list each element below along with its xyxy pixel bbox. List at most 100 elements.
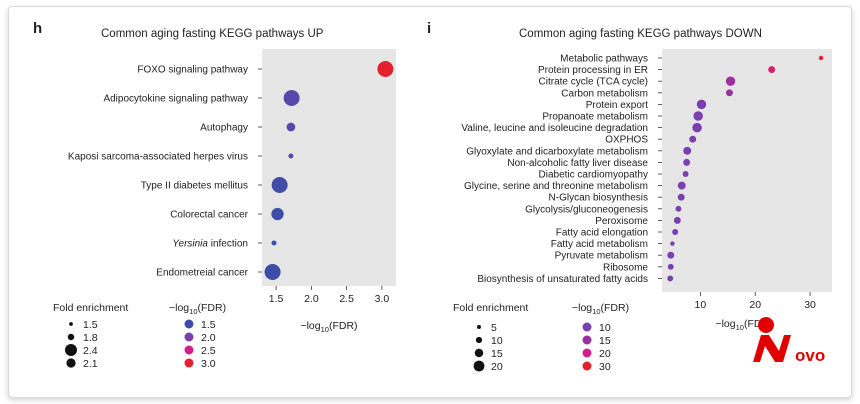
logo-dot xyxy=(758,317,774,333)
panel-letter-h: h xyxy=(33,20,42,37)
color-legend-label: 30 xyxy=(599,361,611,373)
pathway-label: Carbon metabolism xyxy=(561,88,648,99)
pathway-label: Ribosome xyxy=(603,262,648,273)
panel-letter-i: i xyxy=(427,20,431,37)
pathway-label: Peroxisome xyxy=(595,216,648,227)
data-point xyxy=(683,158,691,166)
panel-i-size-legend-title: Fold enrichment xyxy=(453,302,528,314)
logo-text: ovo xyxy=(795,346,825,365)
size-legend-dot xyxy=(66,358,76,368)
color-legend-dot xyxy=(582,322,592,332)
data-point xyxy=(271,240,277,246)
data-point xyxy=(264,264,281,280)
color-legend-label: 1.5 xyxy=(201,319,216,331)
data-point xyxy=(673,216,681,224)
color-legend-dot xyxy=(582,335,592,345)
size-legend-dot xyxy=(67,333,75,341)
pathway-label: Diabetic cardiomyopathy xyxy=(539,170,649,181)
x-tick-label: 30 xyxy=(804,299,816,311)
size-legend-label: 10 xyxy=(491,335,503,347)
color-legend-dot xyxy=(582,348,592,358)
panel-i-plot-area xyxy=(662,49,832,292)
data-point xyxy=(670,241,675,246)
data-point xyxy=(377,61,394,77)
figure-canvas: h Common aging fasting KEGG pathways UP … xyxy=(33,20,832,373)
data-point xyxy=(725,76,736,86)
figure-frame: h Common aging fasting KEGG pathways UP … xyxy=(8,6,852,398)
size-legend-label: 15 xyxy=(491,348,503,360)
color-legend-label: 15 xyxy=(599,335,611,347)
panel-h-title: Common aging fasting KEGG pathways UP xyxy=(101,28,324,40)
x-tick-label: 3.0 xyxy=(375,293,390,305)
data-point xyxy=(725,89,733,97)
size-legend-label: 2.1 xyxy=(83,358,98,370)
size-legend-dot xyxy=(65,344,77,356)
panel-i: i Common aging fasting KEGG pathways DOW… xyxy=(427,20,832,373)
pathway-label: Type II diabetes mellitus xyxy=(141,181,248,192)
panel-i-title: Common aging fasting KEGG pathways DOWN xyxy=(519,28,762,40)
data-point xyxy=(818,55,824,61)
color-legend-label: 2.5 xyxy=(201,345,216,357)
pathway-label: N-Glycan biosynthesis xyxy=(549,193,648,204)
data-point xyxy=(667,263,674,270)
color-legend-dot xyxy=(184,332,194,342)
pathway-label: Kaposi sarcoma-associated herpes virus xyxy=(68,152,248,163)
data-point xyxy=(286,122,296,132)
data-point xyxy=(667,275,674,282)
size-legend-label: 1.8 xyxy=(83,332,98,344)
pathway-label: Adipocytokine signaling pathway xyxy=(103,94,248,105)
data-point xyxy=(683,146,692,155)
logo-n-mark xyxy=(753,335,791,362)
panel-h-x-axis-label: −log10(FDR) xyxy=(300,320,357,334)
size-legend-label: 1.5 xyxy=(83,319,98,331)
pathway-label: Metabolic pathways xyxy=(560,54,648,65)
data-point xyxy=(692,122,702,133)
data-point xyxy=(288,153,294,159)
pathway-label: Valine, leucine and isoleucine degradati… xyxy=(461,123,648,134)
data-point xyxy=(693,111,703,121)
panel-i-color-legend-title: −log10(FDR) xyxy=(572,302,629,316)
data-point xyxy=(675,205,682,212)
pathway-label: OXPHOS xyxy=(605,135,648,146)
x-tick-label: 2.0 xyxy=(304,293,319,305)
size-legend-dot xyxy=(473,360,485,372)
color-legend-label: 20 xyxy=(599,348,611,360)
pathway-label: Protein export xyxy=(586,100,648,111)
data-point xyxy=(682,171,689,177)
size-legend-dot xyxy=(475,336,483,344)
x-tick-label: 1.5 xyxy=(269,293,284,305)
pathway-label: Colorectal cancer xyxy=(170,210,248,221)
color-legend-dot xyxy=(184,358,194,368)
data-point xyxy=(677,193,685,201)
panel-h: h Common aging fasting KEGG pathways UP … xyxy=(33,20,396,370)
color-legend-label: 2.0 xyxy=(201,332,216,344)
pathway-label: Biosynthesis of unsaturated fatty acids xyxy=(477,274,648,285)
pathway-label: Pyruvate metabolism xyxy=(555,251,648,262)
data-point xyxy=(768,66,776,74)
pathway-label: Propanoate metabolism xyxy=(542,112,648,123)
pathway-label: Endometreial cancer xyxy=(156,268,248,279)
x-tick-label: 2.5 xyxy=(339,293,354,305)
size-legend-dot xyxy=(477,325,481,329)
x-tick-label: 20 xyxy=(749,299,761,311)
pathway-label: Autophagy xyxy=(200,123,248,134)
pathway-label: FOXO signaling pathway xyxy=(137,65,248,76)
panel-h-size-legend-title: Fold enrichment xyxy=(53,302,128,314)
pathway-label: Glyoxylate and dicarboxylate metabolism xyxy=(466,146,648,157)
pathway-label: Fatty acid metabolism xyxy=(551,239,648,250)
size-legend-label: 20 xyxy=(491,361,503,373)
color-legend-dot xyxy=(184,319,194,329)
pathway-label: Fatty acid elongation xyxy=(556,228,648,239)
data-point xyxy=(271,177,288,193)
size-legend-dot xyxy=(474,348,484,358)
color-legend-dot xyxy=(184,345,194,355)
pathway-label: Glycolysis/gluconeogenesis xyxy=(525,204,648,215)
pathway-label: Citrate cycle (TCA cycle) xyxy=(539,77,648,88)
size-legend-label: 5 xyxy=(491,322,497,334)
color-legend-label: 3.0 xyxy=(201,358,216,370)
pathway-label: Yersinia infection xyxy=(172,239,248,250)
pathway-label: Protein processing in ER xyxy=(538,65,648,76)
data-point xyxy=(283,90,300,106)
panel-h-color-legend-title: −log10(FDR) xyxy=(169,302,226,316)
novo-logo: ovo xyxy=(753,317,825,365)
